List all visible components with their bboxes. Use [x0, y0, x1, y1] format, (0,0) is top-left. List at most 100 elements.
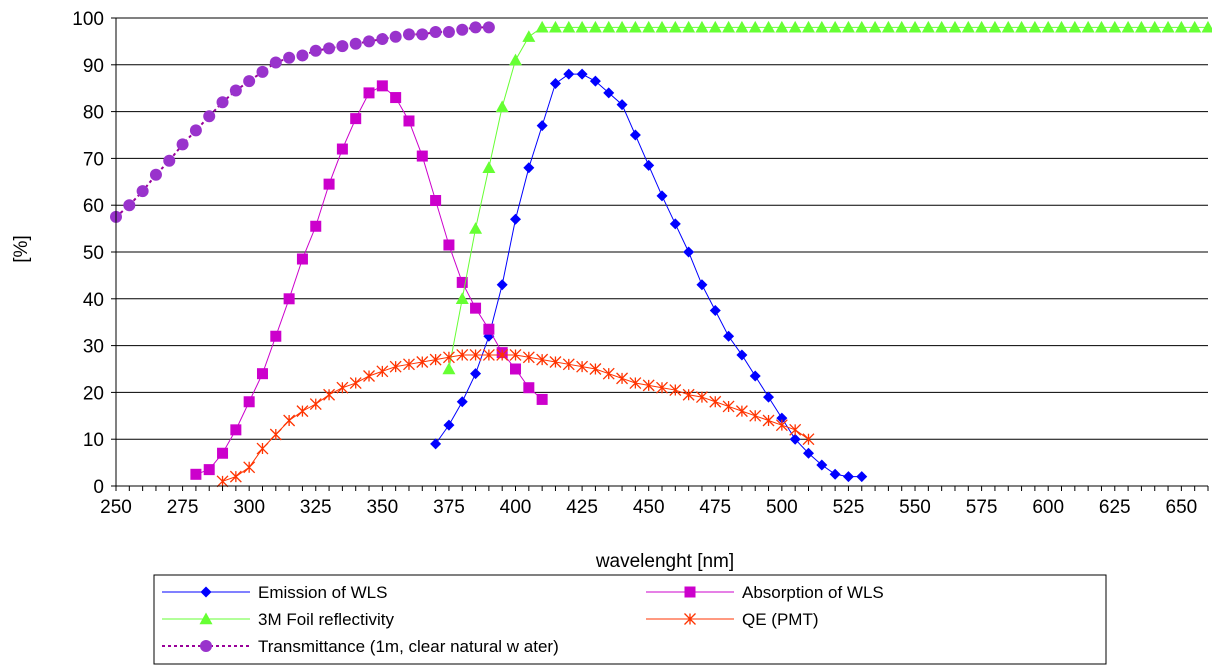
y-tick-label: 80 [83, 103, 104, 124]
y-tick-label: 60 [83, 196, 104, 217]
data-point [763, 391, 775, 403]
legend-item-absorption-of-wls: Absorption of WLS [646, 583, 884, 602]
data-point [602, 367, 615, 380]
data-point [429, 26, 442, 39]
data-point [430, 438, 442, 450]
data-point [1028, 20, 1042, 33]
x-tick-label: 325 [300, 497, 332, 518]
data-point [216, 96, 229, 109]
data-point [722, 20, 736, 33]
data-point [1121, 20, 1135, 33]
data-point [696, 279, 708, 291]
data-point [588, 20, 602, 33]
data-point [948, 20, 962, 33]
y-tick-label: 70 [83, 149, 104, 170]
data-point [470, 302, 482, 314]
data-point [776, 412, 788, 424]
legend-marker [684, 586, 696, 598]
data-point [309, 44, 322, 57]
data-point [510, 213, 522, 225]
data-point [509, 349, 522, 361]
data-point [283, 293, 295, 305]
data-point [682, 388, 695, 401]
legend-item-qe-pmt: QE (PMT) [646, 610, 819, 629]
data-point [363, 370, 375, 382]
legend-label: QE (PMT) [742, 610, 819, 629]
data-point [709, 395, 722, 408]
data-point [775, 419, 788, 432]
data-point [363, 87, 375, 99]
data-point [176, 138, 189, 151]
data-point [855, 20, 869, 33]
x-tick-label: 550 [899, 497, 931, 518]
data-point [269, 428, 282, 441]
legend-marker [200, 640, 212, 652]
data-point [363, 35, 376, 48]
data-point [775, 20, 789, 33]
legend-label: 3M Foil reflectivity [258, 610, 395, 629]
data-point [190, 468, 202, 480]
data-point [323, 42, 336, 55]
data-point [469, 349, 482, 361]
data-point [722, 400, 735, 413]
data-point [429, 353, 442, 366]
data-point [149, 168, 162, 181]
data-point [656, 190, 668, 202]
series-3m-foil-reflectivity [442, 20, 1212, 375]
data-point [336, 40, 349, 53]
series-absorption-of-wls [190, 80, 548, 480]
data-point [616, 99, 628, 111]
data-point [562, 20, 576, 33]
data-point [349, 377, 362, 389]
data-point [1108, 20, 1122, 33]
y-tick-label: 10 [83, 430, 104, 451]
data-point [683, 246, 695, 258]
data-point [309, 398, 322, 411]
data-point [602, 20, 616, 33]
data-point [203, 110, 216, 123]
data-point [469, 21, 482, 34]
data-point [1201, 20, 1212, 33]
data-point [802, 447, 814, 459]
data-point [376, 365, 389, 378]
series-transmittance-1m-clear-natural-w-ater [110, 21, 495, 223]
data-point [482, 21, 495, 34]
data-point [868, 20, 882, 33]
data-point [668, 20, 682, 33]
legend-item-3m-foil-reflectivity: 3M Foil reflectivity [162, 610, 395, 629]
data-point [390, 92, 402, 104]
data-point [735, 405, 748, 418]
y-tick-label: 100 [72, 9, 104, 30]
x-tick-label: 600 [1032, 497, 1064, 518]
legend-item-transmittance-1m-clear-natural-w-ater: Transmittance (1m, clear natural w ater) [162, 637, 559, 656]
data-point [483, 323, 495, 335]
data-point [389, 360, 402, 373]
data-point [217, 447, 229, 459]
series-line [435, 73, 862, 478]
legend-label: Transmittance (1m, clear natural w ater) [258, 637, 559, 656]
data-point [456, 349, 469, 361]
data-point [549, 356, 562, 368]
data-point [163, 154, 176, 167]
legend-marker [199, 612, 213, 625]
data-point [536, 353, 549, 366]
y-axis-title: [%] [11, 235, 32, 262]
data-point [921, 20, 935, 33]
legend-box [153, 574, 1107, 665]
data-point [256, 442, 269, 455]
series-qe-pmt [216, 349, 815, 488]
data-point [495, 100, 509, 113]
data-point [1161, 20, 1175, 33]
data-point [1015, 20, 1029, 33]
data-point [616, 372, 629, 385]
data-point [695, 391, 708, 404]
y-tick-label: 20 [83, 383, 104, 404]
data-point [628, 20, 642, 33]
data-point [403, 358, 415, 371]
y-tick-label: 50 [83, 243, 104, 264]
data-point [349, 37, 362, 50]
series-emission-of-wls [430, 68, 868, 483]
data-point [723, 330, 735, 342]
data-point [576, 360, 589, 373]
data-point [456, 396, 468, 408]
